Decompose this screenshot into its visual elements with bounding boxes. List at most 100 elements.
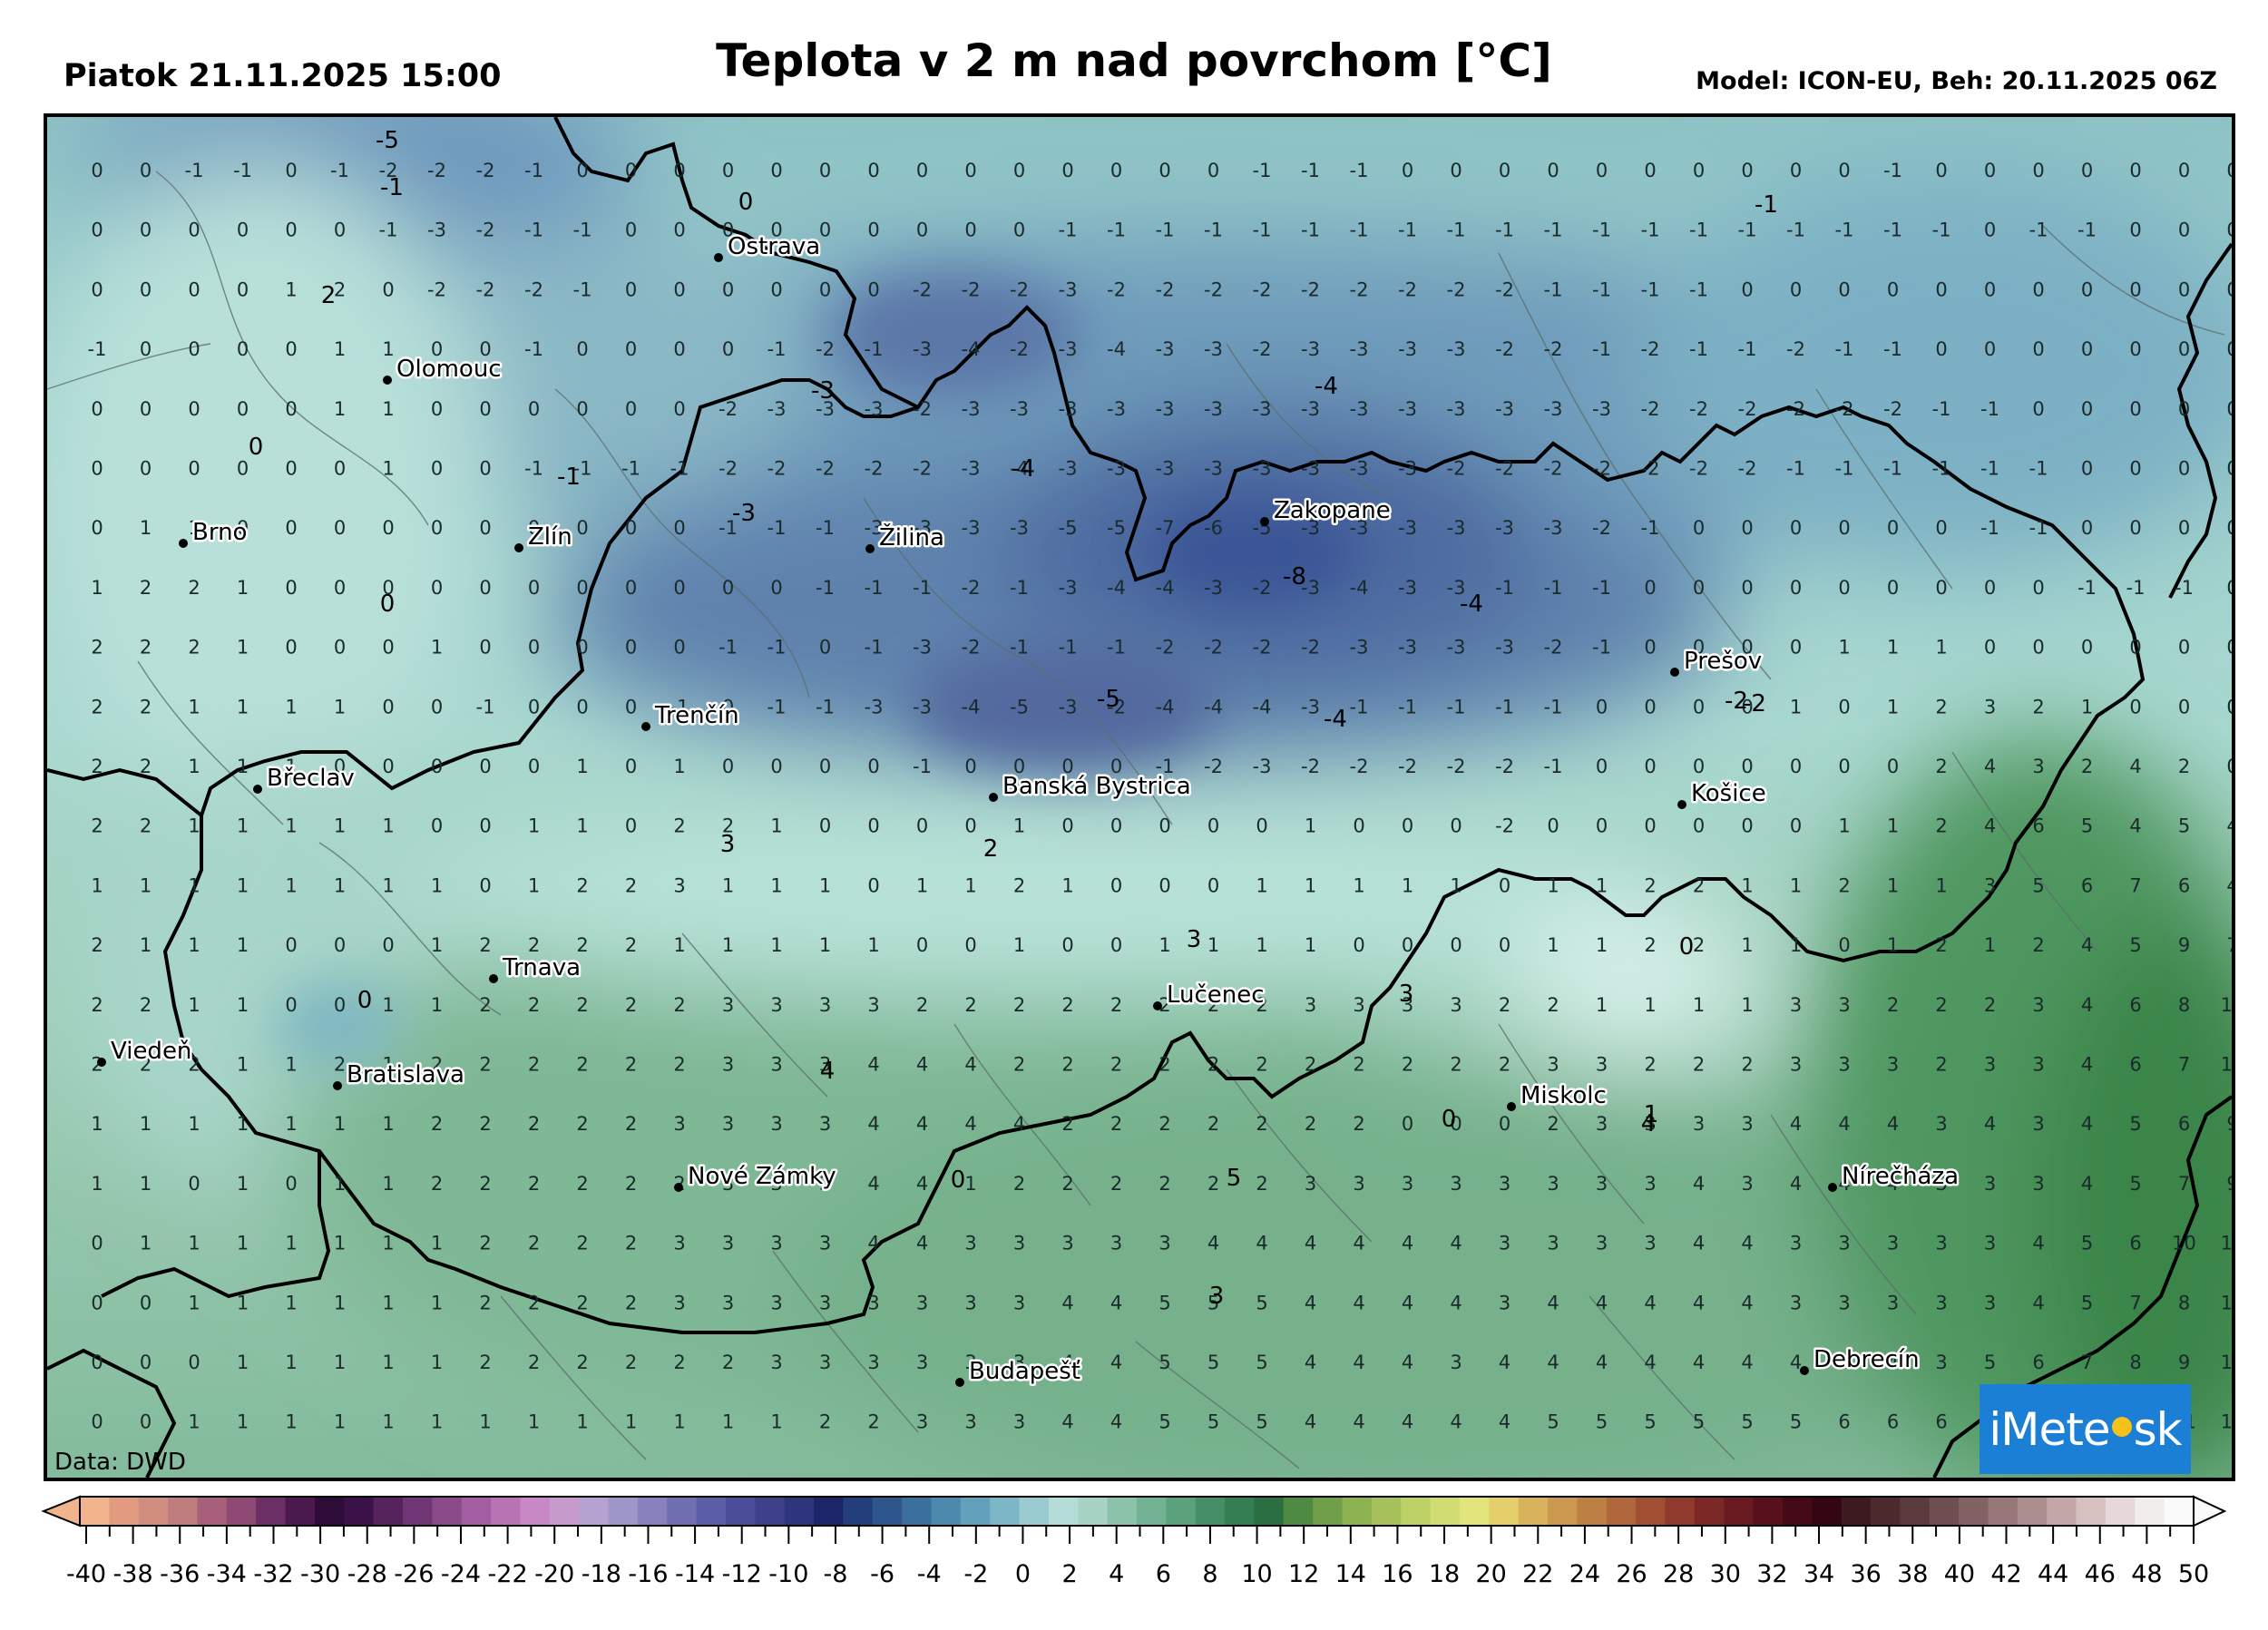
city-dot [179,539,188,548]
grid-value: 1 [770,1411,782,1433]
grid-value: -1 [476,696,495,717]
city-marker[interactable]: Lučenec [1153,980,1266,1011]
grid-value: 4 [1547,1352,1559,1373]
grid-value: -1 [1883,160,1902,181]
grid-value: 3 [1984,874,1996,896]
grid-value: 0 [382,756,394,777]
grid-value: 0 [1741,160,1753,181]
legend-swatch [2047,1497,2077,1526]
grid-value: 1 [382,1054,394,1076]
city-label: Debrecín [1813,1346,1920,1373]
legend-swatch [1166,1497,1197,1526]
grid-value: -3 [1398,398,1417,420]
legend-tick-label: 16 [1382,1560,1413,1588]
grid-value: 9 [2178,934,2190,956]
city-marker[interactable]: Bratislava [333,1059,466,1091]
city-dot [1670,668,1679,677]
grid-value: -1 [1738,220,1757,241]
grid-value: 0 [576,517,588,539]
city-marker[interactable]: Nírečháza [1828,1161,1961,1193]
grid-value: 2 [625,1173,637,1195]
grid-value: 1 [382,994,394,1016]
city-marker[interactable]: Ostrava [714,231,823,263]
city-marker[interactable]: Brno [179,517,249,549]
grid-value: 2 [91,994,103,1016]
legend-swatch [109,1497,140,1526]
city-marker[interactable]: Banská Bystrica [989,771,1193,803]
grid-value: 3 [1644,1233,1656,1254]
grid-value: 0 [1741,577,1753,599]
city-marker[interactable]: Košice [1677,778,1768,810]
legend-swatch [168,1497,199,1526]
city-marker[interactable]: Debrecín [1800,1344,1921,1376]
grid-value: 1 [964,1173,976,1195]
imeteo-logo[interactable]: iMete sk [1980,1384,2191,1474]
grid-value: 0 [1838,696,1850,717]
contour-label: -1 [1755,191,1778,219]
city-marker[interactable]: Olomouc [383,354,503,386]
grid-value: 8 [2129,1352,2141,1373]
grid-value: 3 [770,1054,782,1076]
grid-value: 0 [2129,637,2141,659]
grid-value: 4 [1110,1352,1122,1373]
grid-value: 0 [2129,696,2141,717]
grid-value: 1 [722,1411,734,1433]
temperature-map[interactable]: 0 0 -1 -1 0 -1 -2 -2 -2 -1 0 0 0 0 0 0 0 0 0 0 0 0 0 0 -1 -1 -1 0 0 0… [44,113,2235,1481]
city-marker[interactable]: Budapešť [955,1356,1083,1388]
grid-value: -1 [1010,637,1029,659]
grid-value: 11 [2221,1411,2232,1433]
city-marker[interactable]: Zakopane [1260,495,1393,527]
city-marker[interactable]: Břeclav [253,763,357,795]
city-dot [253,785,262,794]
grid-value: 0 [1353,815,1364,837]
grid-value: 1 [140,517,152,539]
grid-value: -1 [1059,220,1078,241]
grid-value: 0 [673,338,685,360]
city-dot [714,253,723,262]
grid-value: 1 [334,874,346,896]
city-marker[interactable]: Trnava [489,952,583,984]
grid-value: -1 [1544,220,1563,241]
grid-value: 2 [334,1054,346,1076]
contour-label: 2 [983,835,999,863]
grid-value: 0 [1207,815,1219,837]
grid-value: 3 [1402,994,1413,1016]
grid-value: 5 [2032,874,2044,896]
city-marker[interactable]: Miskolc [1507,1080,1608,1112]
city-marker[interactable]: Žilina [865,521,946,554]
grid-value: 2 [1061,994,1073,1016]
grid-value: -4 [1156,577,1175,599]
grid-value: 5 [1256,1352,1267,1373]
grid-value: 2 [1256,1054,1267,1076]
city-marker[interactable]: Zlín [514,522,574,553]
grid-value: 4 [916,1054,928,1076]
grid-value: 0 [2081,338,2093,360]
legend-tick-label: -40 [65,1560,107,1588]
grid-value: -3 [1156,338,1175,360]
grid-value: 3 [1450,994,1461,1016]
grid-value: 3 [1984,1292,1996,1313]
city-marker[interactable]: Nové Zámky [674,1161,838,1193]
legend-swatch [784,1497,815,1526]
grid-value: 0 [1984,278,1996,300]
grid-value: 0 [1402,934,1413,956]
city-marker[interactable]: Prešov [1670,646,1765,678]
grid-value: 3 [1547,1054,1559,1076]
contour-label: -5 [376,127,399,154]
grid-value: 2 [1644,934,1656,956]
contour-label: 0 [951,1166,966,1194]
city-marker[interactable]: Viedeň [97,1036,194,1068]
grid-value: -3 [913,696,932,717]
grid-value: 0 [528,696,540,717]
grid-value: 3 [819,1292,831,1313]
grid-value: 0 [2081,278,2093,300]
grid-value: 3 [1013,1292,1025,1313]
grid-value: 5 [1158,1352,1170,1373]
city-marker[interactable]: Trenčín [641,700,741,732]
grid-value: 0 [576,696,588,717]
grid-value: 1 [334,696,346,717]
grid-value: 0 [237,458,249,480]
grid-value: 0 [1353,934,1364,956]
grid-value: 2 [673,1054,685,1076]
legend-tick-label: 4 [1109,1560,1125,1588]
